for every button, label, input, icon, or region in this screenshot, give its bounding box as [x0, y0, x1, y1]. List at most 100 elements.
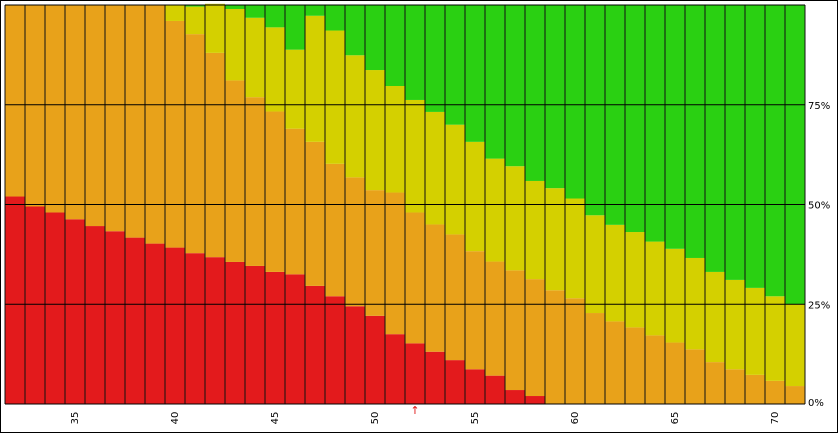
bar-segment-41-s3 — [185, 5, 205, 7]
bar-segment-55-s3 — [465, 5, 485, 142]
bar-segment-32-s1 — [5, 5, 25, 197]
y-tick-label-50: 50% — [808, 201, 830, 212]
bar-segment-62-s3 — [605, 5, 625, 225]
bar-segment-37-s1 — [105, 5, 125, 232]
bar-segment-42-s2 — [205, 3, 225, 53]
bar-segment-64-s3 — [645, 5, 665, 242]
bar-segment-51-s1 — [385, 192, 405, 335]
bar-segment-47-s2 — [305, 15, 325, 142]
bar-segment-50-s1 — [365, 190, 385, 316]
bar-segment-60-s2 — [565, 198, 585, 299]
bar-segment-45-s3 — [265, 5, 285, 28]
bar-segment-56-s2 — [485, 158, 505, 262]
bar-segment-70-s3 — [765, 5, 785, 297]
bar-segment-54-s0 — [445, 360, 465, 404]
x-tick-label-55: 55 — [470, 412, 481, 425]
bar-segment-47-s0 — [305, 285, 325, 404]
bar-segment-39-s0 — [145, 243, 165, 404]
bar-segment-32-s0 — [5, 196, 25, 404]
bar-segment-42-s0 — [205, 257, 225, 404]
bar-segment-71-s3 — [785, 5, 805, 305]
bar-segment-36-s1 — [85, 5, 105, 227]
bar-segment-40-s1 — [165, 20, 185, 248]
bar-segment-51-s2 — [385, 86, 405, 193]
bar-segment-64-s1 — [645, 335, 665, 404]
bar-segment-33-s0 — [25, 206, 45, 404]
bar-segment-44-s0 — [245, 265, 265, 404]
bar-segment-50-s3 — [365, 5, 385, 71]
bar-segment-58-s3 — [525, 5, 545, 181]
bar-segment-68-s1 — [725, 369, 745, 404]
bar-segment-41-s1 — [185, 34, 205, 254]
bar-segment-63-s3 — [625, 5, 645, 233]
bar-segment-46-s3 — [285, 5, 305, 50]
bar-segment-66-s3 — [685, 5, 705, 258]
bar-segment-50-s0 — [365, 315, 385, 404]
y-tick-label-0: 0% — [808, 398, 824, 409]
bar-segment-59-s2 — [545, 188, 565, 291]
bar-segment-50-s2 — [365, 70, 385, 191]
bar-segment-52-s1 — [405, 212, 425, 344]
y-tick-label-75: 75% — [808, 101, 830, 112]
bar-segment-44-s1 — [245, 97, 265, 266]
bar-segment-47-s3 — [305, 5, 325, 16]
bar-segment-43-s3 — [225, 5, 245, 9]
bar-segment-63-s1 — [625, 327, 645, 404]
bar-segment-43-s1 — [225, 80, 245, 262]
bar-segment-56-s0 — [485, 375, 505, 404]
bar-segment-41-s0 — [185, 253, 205, 404]
bar-segment-46-s1 — [285, 128, 305, 275]
bar-segment-49-s0 — [345, 306, 365, 404]
bar-segment-45-s1 — [265, 111, 285, 272]
bar-segment-60-s1 — [565, 298, 585, 404]
bar-segment-41-s2 — [185, 6, 205, 35]
bar-segment-38-s0 — [125, 237, 145, 404]
bar-segment-65-s3 — [665, 5, 685, 249]
bar-segment-59-s1 — [545, 290, 565, 404]
bar-segment-49-s1 — [345, 177, 365, 307]
x-tick-label-45: 45 — [270, 412, 281, 425]
bar-segment-67-s1 — [705, 362, 725, 404]
bar-segment-57-s1 — [505, 270, 525, 391]
bar-segment-53-s3 — [425, 5, 445, 112]
bar-segment-43-s0 — [225, 261, 245, 404]
bar-segment-52-s0 — [405, 343, 425, 404]
bar-segment-40-s0 — [165, 247, 185, 404]
bar-segment-35-s0 — [65, 219, 85, 404]
bar-segment-44-s3 — [245, 5, 265, 18]
bar-segment-34-s1 — [45, 5, 65, 213]
bar-segment-64-s2 — [645, 241, 665, 336]
bar-segment-62-s2 — [605, 224, 625, 322]
bar-segment-49-s3 — [345, 5, 365, 56]
bar-segment-67-s2 — [705, 271, 725, 363]
bar-segment-69-s1 — [745, 374, 765, 404]
bar-segment-47-s1 — [305, 141, 325, 286]
bar-segment-57-s3 — [505, 5, 525, 167]
bar-segment-66-s2 — [685, 257, 705, 350]
y-tick-label-25: 25% — [808, 300, 830, 311]
bar-segment-69-s2 — [745, 287, 765, 375]
bar-segment-42-s1 — [205, 52, 225, 258]
bar-segment-52-s2 — [405, 99, 425, 213]
bar-segment-58-s1 — [525, 279, 545, 397]
bar-segment-53-s1 — [425, 224, 445, 352]
bar-segment-48-s0 — [325, 296, 345, 404]
bar-segment-65-s1 — [665, 342, 685, 404]
x-tick-label-70: 70 — [770, 412, 781, 425]
bar-segment-71-s2 — [785, 304, 805, 387]
bar-segment-52-s3 — [405, 5, 425, 100]
bar-segment-61-s2 — [585, 215, 605, 314]
bar-segment-66-s1 — [685, 349, 705, 404]
bar-segment-67-s3 — [705, 5, 725, 272]
bar-segment-51-s3 — [385, 5, 405, 86]
bar-segment-56-s1 — [485, 261, 505, 376]
bar-segment-70-s2 — [765, 296, 785, 381]
bar-segment-45-s2 — [265, 27, 285, 112]
bar-segment-34-s0 — [45, 212, 65, 404]
bar-segment-65-s2 — [665, 248, 685, 343]
bar-segment-68-s2 — [725, 279, 745, 370]
bar-segment-57-s2 — [505, 166, 525, 271]
bar-segment-55-s2 — [465, 141, 485, 252]
bar-segment-68-s3 — [725, 5, 745, 280]
